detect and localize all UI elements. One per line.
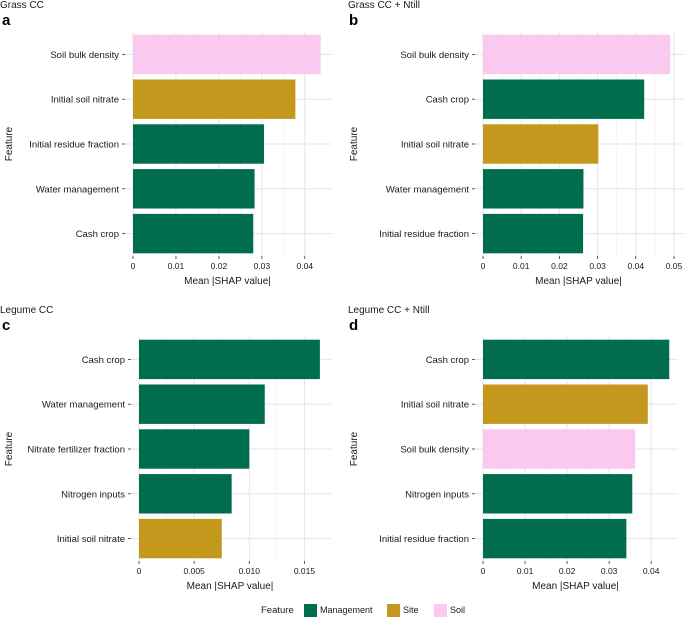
panel-a: Grass CC a Soil bulk density Initial soil… [0,0,340,305]
bar-water-management [133,169,255,209]
bar-water-management [483,169,584,209]
bar-initial-soil-nitrate [139,518,222,559]
y-tick-label: Cash crop [426,95,469,106]
legend-label-management: Management [320,605,373,615]
bar-initial-residue-fraction [483,213,584,254]
y-tick-label: Water management [36,184,119,195]
x-axis-label: Mean |SHAP value| [532,581,619,592]
y-tick-label: Initial residue fraction [379,229,469,240]
panel-letter: b [349,12,359,29]
legend-title: Feature [261,605,294,616]
legend: Feature Management Site Soil [0,604,685,618]
x-tick-label: 0.01 [517,566,534,576]
x-tick-label: 0.05 [666,261,683,271]
bar-initial-residue-fraction [483,518,627,559]
y-tick-label: Initial residue fraction [379,534,469,545]
y-tick-label: Cash crop [76,229,119,240]
y-tick-label: Cash crop [82,355,125,366]
bar-cash-crop [133,213,254,254]
y-tick-label: Nitrogen inputs [61,489,125,500]
bar-initial-soil-nitrate [483,384,648,424]
y-axis-label: Feature [349,126,360,161]
bar-nitrogen-inputs [483,474,633,514]
x-tick-label: 0 [137,566,142,576]
legend-key-soil [434,604,447,617]
x-tick-label: 0.01 [168,261,185,271]
bar-chart-b: Soil bulk density Cash crop Initial soil n… [349,32,684,287]
y-tick-label: Cash crop [426,355,469,366]
x-axis-label: Mean |SHAP value| [184,276,271,287]
x-tick-label: 0.03 [254,261,271,271]
bar-water-management [139,384,265,424]
x-tick-label: 0 [131,261,136,271]
legend-key-management [304,604,317,617]
x-tick-label: 0 [481,261,486,271]
x-tick-label: 0.02 [551,261,568,271]
x-tick-label: 0.02 [559,566,576,576]
x-tick-label: 0.010 [239,566,261,576]
panel-b: Grass CC + Ntill b Soil bulk density Cash… [345,0,685,305]
x-tick-label: 0 [481,566,486,576]
panel-letter: c [2,317,11,334]
panel-title: Grass CC [0,0,44,11]
panel-title: Legume CC + Ntill [348,305,430,316]
bar-cash-crop [483,79,645,119]
y-tick-label: Water management [386,184,469,195]
bar-initial-residue-fraction [133,124,265,164]
bar-chart-a: Soil bulk density Initial soil nitrate Ini… [4,32,332,287]
y-tick-label: Initial soil nitrate [401,400,469,411]
x-axis-label: Mean |SHAP value| [187,581,274,592]
x-tick-label: 0.02 [211,261,228,271]
panel-c: Legume CC c Cash crop Water management Nit… [0,305,340,610]
bar-cash-crop [483,339,670,380]
y-axis-label: Feature [349,431,360,466]
y-tick-label: Nitrogen inputs [405,489,469,500]
bar-chart-c: Cash crop Water management Nitrate fertili… [4,337,331,592]
y-tick-label: Initial soil nitrate [51,95,119,106]
x-tick-label: 0.01 [513,261,530,271]
y-tick-label: Water management [42,400,125,411]
panel-title: Grass CC + Ntill [348,0,420,11]
x-tick-label: 0.03 [601,566,618,576]
bar-soil-bulk-density [133,34,321,75]
panel-d: Legume CC + Ntill d Cash crop Initial soi… [345,305,685,610]
x-tick-label: 0.04 [643,566,660,576]
y-tick-label: Soil bulk density [50,50,119,61]
y-axis-label: Feature [4,431,15,466]
bar-nitrogen-inputs [139,474,232,514]
y-tick-label: Nitrate fertilizer fraction [27,445,125,456]
legend-key-site [387,604,400,617]
x-axis-label: Mean |SHAP value| [535,276,622,287]
bar-initial-soil-nitrate [133,79,296,119]
x-tick-label: 0.04 [297,261,314,271]
panel-letter: a [2,12,11,29]
bar-cash-crop [139,339,320,380]
bar-soil-bulk-density [483,34,671,75]
legend-label-soil: Soil [450,605,466,615]
y-tick-label: Initial residue fraction [29,140,119,151]
x-tick-label: 0.04 [628,261,645,271]
x-tick-label: 0.015 [294,566,316,576]
panel-title: Legume CC [0,305,54,316]
x-tick-label: 0.03 [589,261,606,271]
bar-nitrate-fertilizer-fraction [139,429,250,469]
x-tick-label: 0.005 [184,566,206,576]
y-tick-label: Soil bulk density [400,50,469,61]
legend-label-site: Site [403,605,419,615]
y-axis-label: Feature [4,126,15,161]
bar-initial-soil-nitrate [483,124,599,164]
y-tick-label: Soil bulk density [400,445,469,456]
bar-chart-d: Cash crop Initial soil nitrate Soil bulk d… [349,337,678,592]
y-tick-label: Initial soil nitrate [57,534,125,545]
panel-letter: d [349,317,359,334]
y-tick-label: Initial soil nitrate [401,140,469,151]
bar-soil-bulk-density [483,429,636,469]
